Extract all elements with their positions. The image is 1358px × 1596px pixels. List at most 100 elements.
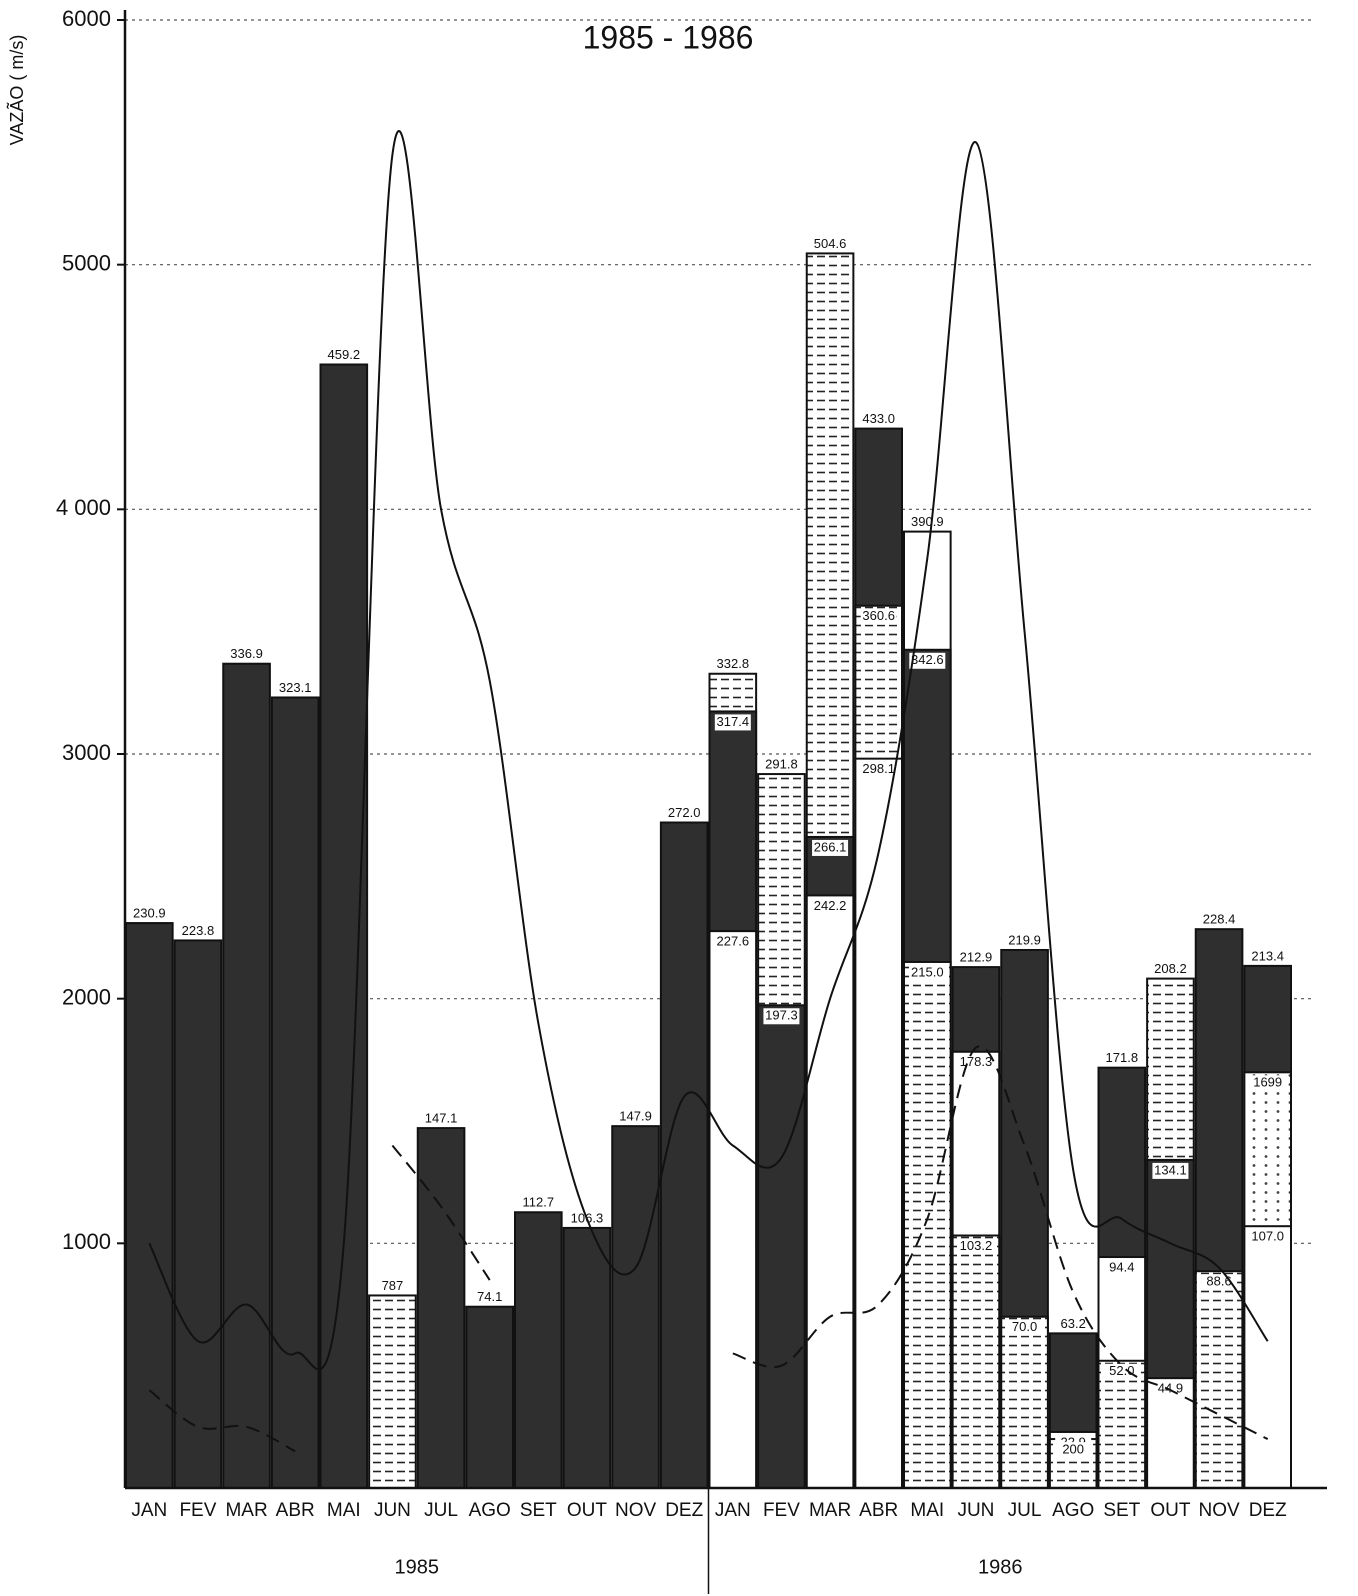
- bar: [465, 1305, 514, 1490]
- bar: [222, 662, 271, 1489]
- chart-title: 1985 - 1986: [583, 19, 754, 55]
- bar: [368, 1294, 417, 1490]
- bar: [708, 930, 758, 1489]
- x-tick-label: JUN: [957, 1500, 994, 1521]
- label-background: [909, 652, 946, 669]
- value-label: 390.9: [911, 514, 944, 529]
- x-tick-label: SET: [520, 1500, 557, 1521]
- value-label: 213.4: [1251, 948, 1284, 963]
- bar: [319, 363, 369, 1489]
- value-label: 223.8: [182, 923, 215, 938]
- label-background: [812, 839, 849, 856]
- label-background: [1055, 1442, 1092, 1459]
- y-axis-label: VAZÃO ( m/s): [6, 35, 27, 146]
- value-label: 228.4: [1203, 912, 1236, 927]
- value-label: 212.9: [960, 950, 993, 965]
- value-label: 215.0: [911, 964, 944, 979]
- x-tick-label: DEZ: [1249, 1500, 1287, 1521]
- x-tick-label: NOV: [1198, 1500, 1240, 1521]
- value-label: 134.1: [1154, 1162, 1187, 1177]
- x-tick-label: JAN: [715, 1500, 751, 1521]
- value-label: 230.9: [133, 906, 166, 921]
- x-tick-label: MAR: [809, 1500, 851, 1521]
- x-tick-label: DEZ: [665, 1500, 703, 1521]
- value-label: 74.1: [477, 1289, 502, 1304]
- value-label: 94.4: [1109, 1259, 1134, 1274]
- value-label: 147.9: [619, 1109, 652, 1124]
- value-label: 52.0: [1109, 1363, 1134, 1378]
- flow-line: [148, 130, 1269, 1371]
- x-tick-label: JUN: [374, 1500, 411, 1521]
- label-background: [860, 761, 897, 778]
- bar: [125, 922, 174, 1489]
- bar: [514, 1211, 563, 1489]
- value-label: 266.1: [814, 839, 847, 854]
- bar: [854, 757, 903, 1489]
- value-label: 200: [1062, 1442, 1084, 1457]
- label-background: [1249, 1075, 1286, 1092]
- bar: [1243, 1225, 1292, 1489]
- bar: [1097, 1359, 1147, 1489]
- x-tick-label: JUL: [424, 1500, 458, 1521]
- y-tick-label: 6000: [62, 6, 111, 31]
- flow-line: [148, 1045, 1269, 1453]
- x-tick-label: MAI: [327, 1500, 361, 1521]
- label-background: [763, 1008, 800, 1025]
- value-label: 332.8: [717, 656, 750, 671]
- value-label: 197.3: [765, 1008, 798, 1023]
- value-label: 323.1: [279, 680, 312, 695]
- value-label: 103.2: [960, 1238, 993, 1253]
- y-tick-label: 3000: [62, 740, 111, 765]
- x-tick-label: FEV: [179, 1500, 216, 1521]
- y-tick-label: 2000: [62, 984, 111, 1009]
- value-label: 459.2: [328, 347, 361, 362]
- label-background: [957, 1238, 994, 1255]
- bar: [757, 1004, 806, 1489]
- x-tick-label: ABR: [276, 1500, 315, 1521]
- bar: [1000, 1315, 1049, 1489]
- value-label: 70.0: [1012, 1319, 1037, 1334]
- value-label: 44.9: [1158, 1381, 1183, 1396]
- value-label: 171.8: [1106, 1050, 1139, 1065]
- label-background: [1103, 1260, 1140, 1277]
- value-label: 88.6: [1206, 1274, 1231, 1289]
- label-background: [860, 608, 897, 625]
- value-label: 147.1: [425, 1111, 458, 1126]
- value-label: 504.6: [814, 236, 847, 251]
- label-background: [909, 964, 946, 981]
- bar: [173, 939, 223, 1489]
- value-label: 107.0: [1251, 1229, 1284, 1244]
- x-tick-label: AGO: [1052, 1500, 1094, 1521]
- value-label: 298.1: [862, 761, 895, 776]
- x-tick-label: OUT: [1150, 1500, 1191, 1521]
- x-tick-label: JUL: [1008, 1500, 1042, 1521]
- group-label: 1986: [978, 1556, 1023, 1578]
- label-background: [1103, 1363, 1140, 1380]
- value-label: 336.9: [230, 646, 263, 661]
- group-label: 1985: [395, 1556, 440, 1578]
- value-label: 272.0: [668, 805, 701, 820]
- y-tick-label: 5000: [62, 250, 111, 275]
- x-tick-label: SET: [1103, 1500, 1140, 1521]
- x-tick-label: FEV: [763, 1500, 800, 1521]
- value-label: 219.9: [1008, 932, 1041, 947]
- x-tick-label: OUT: [567, 1500, 608, 1521]
- x-tick-label: JAN: [131, 1500, 167, 1521]
- value-label: 787: [382, 1278, 404, 1293]
- value-label: 433.0: [862, 411, 895, 426]
- label-background: [1249, 1229, 1286, 1246]
- label-background: [1006, 1319, 1043, 1336]
- bar: [805, 894, 855, 1489]
- value-label: 242.2: [814, 898, 847, 913]
- bar: [611, 1125, 660, 1489]
- value-label: 317.4: [717, 714, 750, 729]
- value-label: 342.6: [911, 652, 944, 667]
- value-label: 291.8: [765, 757, 798, 772]
- x-tick-label: AGO: [469, 1500, 511, 1521]
- label-background: [1152, 1162, 1189, 1179]
- label-background: [714, 934, 751, 951]
- y-tick-label: 1000: [62, 1229, 111, 1254]
- bar: [659, 821, 709, 1489]
- label-background: [812, 898, 849, 915]
